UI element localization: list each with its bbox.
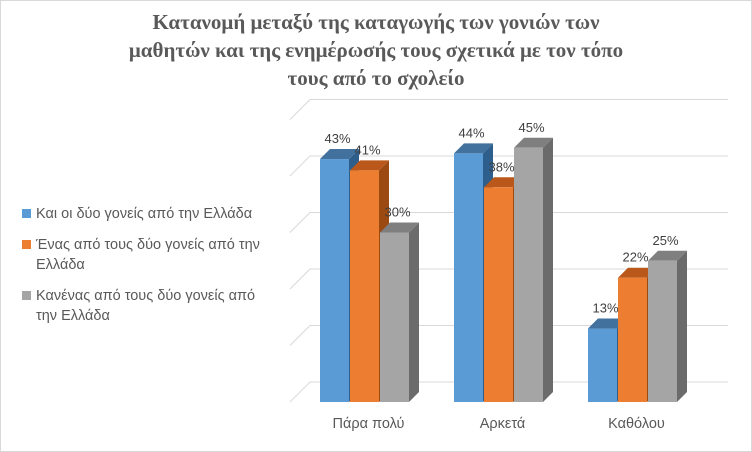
bar-top <box>454 143 493 154</box>
legend-label-series-2: Ένας από τους δύο γονείς από την Ελλάδα <box>36 237 260 273</box>
bar-1-1 <box>320 159 349 402</box>
data-label: 38% <box>488 159 514 174</box>
bar-top <box>350 160 389 171</box>
category-label: Καθόλου <box>608 416 665 432</box>
legend-swatch-series-3 <box>22 291 31 300</box>
bar-3-3 <box>648 260 677 402</box>
data-label: 43% <box>324 131 350 146</box>
gridline-slant <box>289 325 311 346</box>
bar-top <box>484 177 523 188</box>
data-label: 13% <box>592 301 618 316</box>
chart-title: Κατανομή μεταξύ της καταγωγής των γονιών… <box>0 8 752 92</box>
chart-title-line-3: τους από το σχολείο <box>287 66 465 90</box>
bar-2-2 <box>484 187 513 402</box>
gridline-slant <box>289 155 311 177</box>
bar-1-2 <box>454 153 483 402</box>
chart-title-line-2: μαθητών και της ενημέρωσής τους σχετικά … <box>128 38 624 62</box>
gridline-slant <box>289 99 311 120</box>
bar-2-1 <box>350 170 379 402</box>
data-label: 22% <box>622 250 648 265</box>
bar-top <box>648 250 687 261</box>
bar-side <box>409 222 419 402</box>
gridline-slant <box>289 268 311 290</box>
bar-top <box>618 267 657 278</box>
legend-label-series-1: Και οι δύο γονείς από την Ελλάδα <box>36 206 253 222</box>
bar-top <box>380 222 419 233</box>
bar-2-3 <box>618 277 647 402</box>
chart-legend: Και οι δύο γονείς από την Ελλάδα Ένας απ… <box>22 204 267 337</box>
data-label: 41% <box>354 142 380 157</box>
legend-label-series-3: Κανένας από τους δύο γονείς από την Ελλά… <box>36 288 256 324</box>
bar-top <box>514 137 553 148</box>
legend-item-series-3: Κανένας από τους δύο γονείς από την Ελλά… <box>22 286 267 326</box>
data-label: 25% <box>652 233 678 248</box>
legend-item-series-2: Ένας από τους δύο γονείς από την Ελλάδα <box>22 235 267 275</box>
bar-side <box>677 250 687 402</box>
legend-swatch-series-1 <box>22 209 31 218</box>
bar-side <box>543 137 553 402</box>
legend-swatch-series-2 <box>22 240 31 249</box>
data-label: 30% <box>384 205 410 220</box>
bar-3-2 <box>514 147 543 402</box>
category-label: Πάρα πολύ <box>333 416 405 432</box>
chart-title-line-1: Κατανομή μεταξύ της καταγωγής των γονιών… <box>152 10 600 34</box>
gridline-slant <box>289 381 311 403</box>
data-label: 44% <box>458 125 484 140</box>
legend-item-series-1: Και οι δύο γονείς από την Ελλάδα <box>22 204 267 224</box>
bar-1-3 <box>588 328 617 402</box>
data-label: 45% <box>518 120 544 135</box>
category-label: Αρκετά <box>480 416 526 432</box>
gridline-slant <box>289 212 311 233</box>
bar-3-1 <box>380 232 409 402</box>
bar-top <box>588 318 627 329</box>
bar-top <box>320 149 359 160</box>
